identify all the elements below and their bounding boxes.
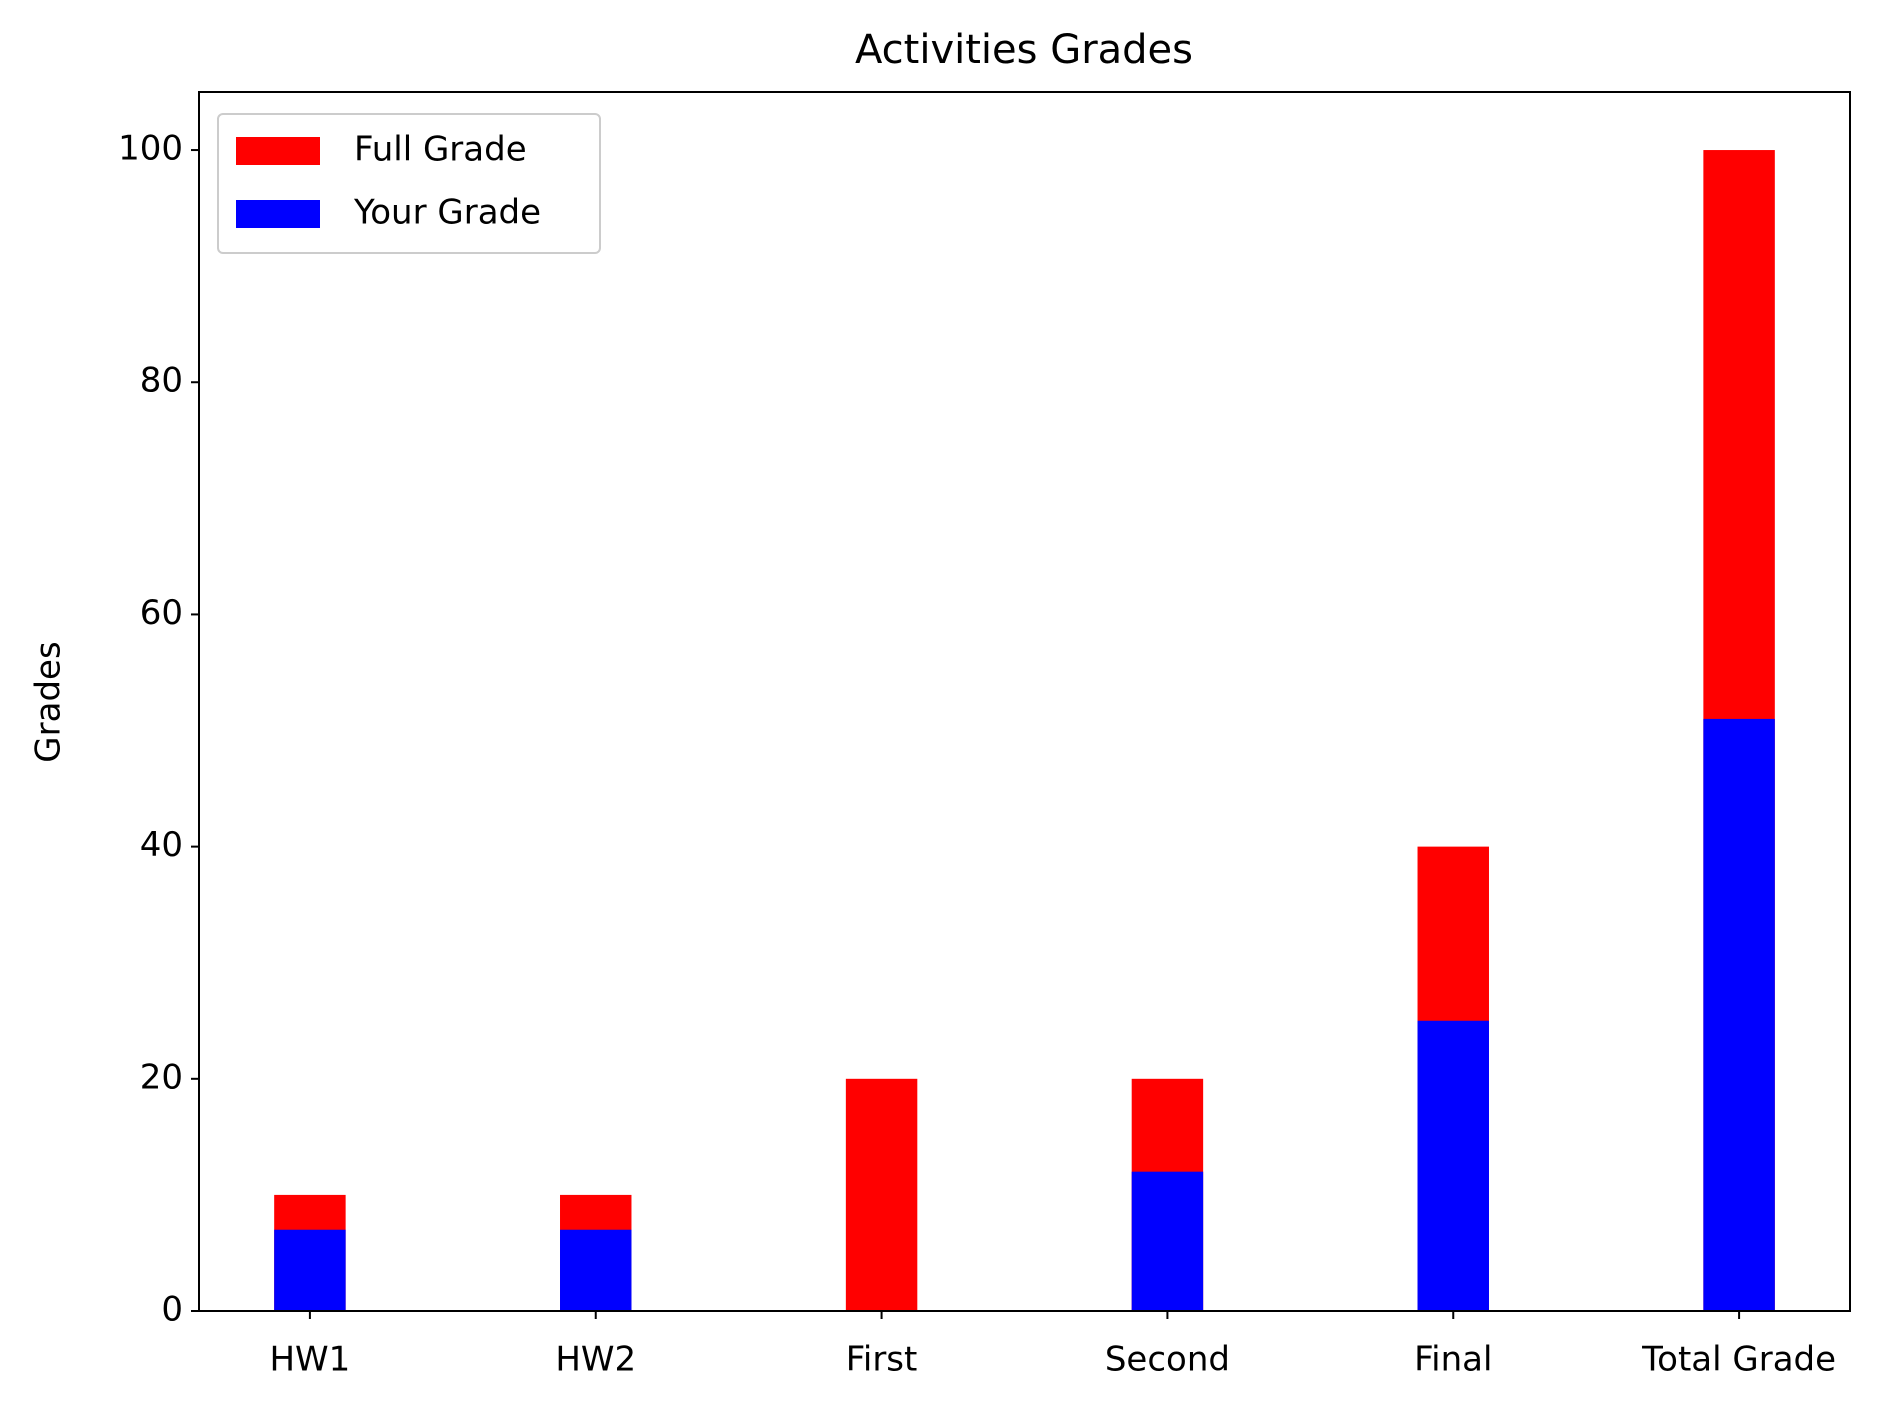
bar (274, 1229, 346, 1311)
x-tick-label: HW1 (269, 1340, 350, 1380)
x-tick-label: Final (1414, 1340, 1492, 1380)
x-tick-label: Second (1105, 1340, 1230, 1380)
plot-frame (198, 91, 1851, 1312)
y-tick-label: 60 (140, 593, 183, 633)
bar (1417, 1020, 1489, 1311)
bar (560, 1229, 632, 1311)
y-tick-label: 0 (161, 1290, 183, 1330)
y-tick-label: 80 (140, 361, 183, 401)
bar (845, 1078, 918, 1311)
bar (1131, 1171, 1204, 1311)
y-tick-label: 100 (118, 129, 183, 169)
legend-swatch (236, 137, 320, 165)
y-tick-label: 20 (140, 1057, 183, 1097)
legend-label: Your Grade (353, 193, 541, 233)
legend-swatch (236, 200, 320, 228)
y-tick-label: 40 (140, 825, 183, 865)
chart-title: Activities Grades (855, 27, 1193, 73)
x-tick-label: Total Grade (1641, 1340, 1836, 1380)
bar (1703, 718, 1775, 1311)
legend-label: Full Grade (354, 130, 527, 170)
x-tick-label: First (846, 1340, 918, 1380)
y-axis-label: Grades (29, 641, 69, 762)
x-tick-label: HW2 (555, 1340, 636, 1380)
